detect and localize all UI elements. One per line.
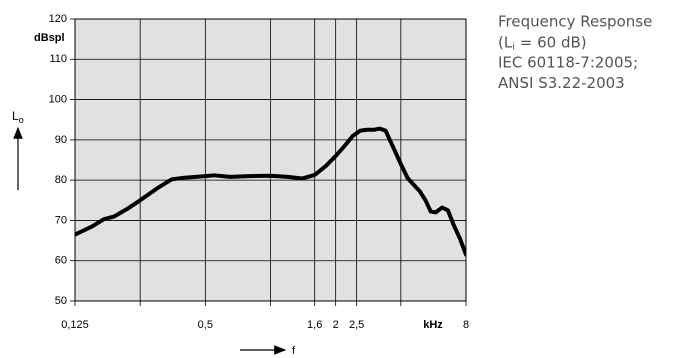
x-tick-label: 1,6 [307, 319, 322, 331]
y-tick-label: 60 [55, 255, 67, 267]
x-unit: kHz [423, 319, 443, 331]
y-tick-label: 70 [55, 214, 67, 226]
y-unit: dBspl [34, 32, 65, 44]
x-tick-label: 0,125 [61, 319, 89, 331]
y-tick-label: 100 [49, 93, 67, 105]
y-tick-label: 90 [55, 134, 67, 146]
x-tick-label: 8 [463, 319, 469, 331]
y-axis-label: Lo [12, 109, 24, 125]
annotation-line: IEC 60118-7:2005; [498, 54, 638, 72]
x-tick-label: 2 [333, 319, 339, 331]
annotation-line: ANSI S3.22-2003 [498, 74, 625, 92]
x-axis-label: f [292, 345, 296, 357]
annotation-part: i [512, 42, 515, 53]
y-tick-label: 120 [49, 13, 67, 25]
annotation-line: Frequency Response [498, 13, 652, 31]
x-tick-label: 0,5 [198, 319, 213, 331]
annotation-line: (Li = 60 dB) [498, 33, 587, 53]
y-tick-label: 80 [55, 174, 67, 186]
y-tick-label: 50 [55, 295, 67, 307]
plot-frame [74, 18, 467, 302]
annotation: Frequency Response(Li = 60 dB)IEC 60118-… [498, 13, 652, 93]
y-tick-label: 110 [49, 53, 67, 65]
annotation-part: = 60 dB) [515, 33, 587, 51]
x-tick-label: 2,5 [349, 319, 364, 331]
response-curve [75, 126, 466, 257]
annotation-part: (L [498, 33, 513, 51]
